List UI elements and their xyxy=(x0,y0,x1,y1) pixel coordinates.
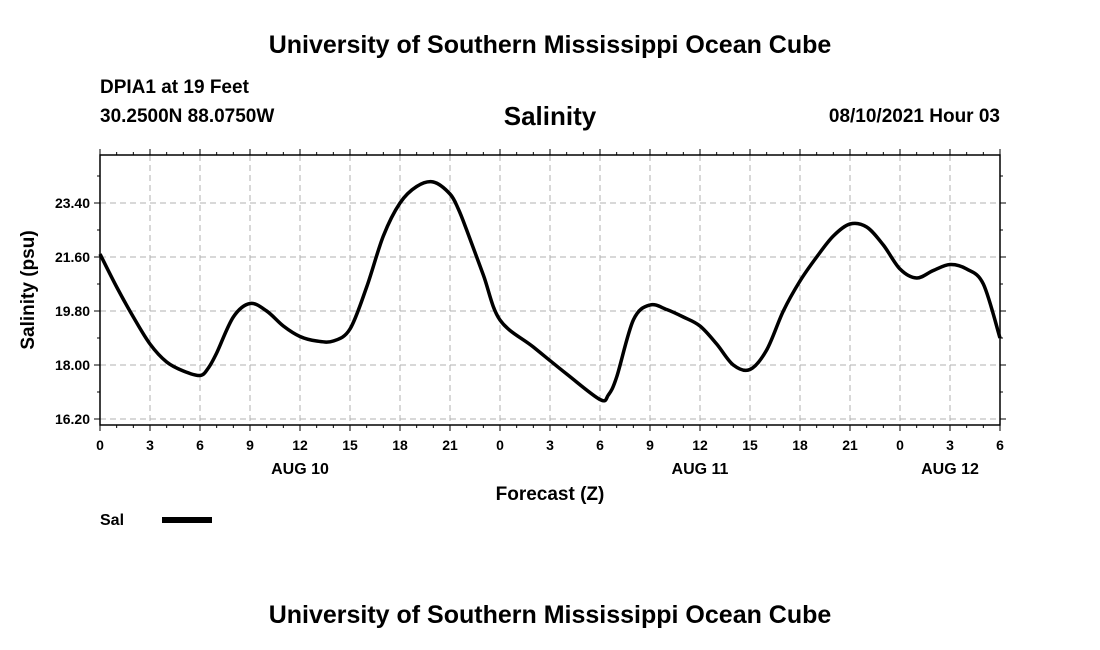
x-tick-label: 3 xyxy=(946,437,954,453)
y-tick-label: 23.40 xyxy=(55,195,90,211)
title-bottom: University of Southern Mississippi Ocean… xyxy=(268,601,832,629)
x-axis-label: Forecast (Z) xyxy=(496,484,605,505)
chart-title: Salinity xyxy=(503,101,597,131)
y-axis-label: Salinity (psu) xyxy=(18,230,39,349)
date-label: AUG 12 xyxy=(921,461,979,478)
x-tick-label: 6 xyxy=(196,437,204,453)
y-tick-label: 18.00 xyxy=(55,357,90,373)
datetime-label: 08/10/2021 Hour 03 xyxy=(828,106,1000,127)
y-tick-label: 21.60 xyxy=(55,249,90,265)
x-tick-label: 9 xyxy=(646,437,654,453)
date-labels: AUG 10 AUG 11 AUG 12 xyxy=(271,461,979,478)
x-tick-label: 3 xyxy=(546,437,554,453)
date-label: AUG 11 xyxy=(672,461,729,478)
date-label: AUG 10 xyxy=(271,461,329,478)
location-label: 30.2500N 88.0750W xyxy=(100,106,275,127)
legend-label: Sal xyxy=(100,512,124,529)
series-line-sal xyxy=(98,179,1002,403)
x-tick-label: 12 xyxy=(692,437,708,453)
x-tick-label: 15 xyxy=(342,437,358,453)
grid-lines xyxy=(100,155,1000,425)
series-lines xyxy=(98,179,1002,403)
x-axis-ticks: 0 3 6 9 12 15 18 21 0 3 6 9 12 15 18 21 0 3 6 xyxy=(96,149,1004,453)
x-tick-label: 6 xyxy=(596,437,604,453)
y-tick-label: 19.80 xyxy=(55,303,90,319)
x-tick-label: 18 xyxy=(792,437,808,453)
station-label: DPIA1 at 19 Feet xyxy=(100,77,249,98)
y-axis-ticks: 16.20 18.00 19.80 21.60 23.40 xyxy=(55,175,1006,427)
x-tick-label: 21 xyxy=(842,437,858,453)
x-tick-label: 15 xyxy=(742,437,758,453)
x-tick-label: 9 xyxy=(246,437,254,453)
x-tick-label: 6 xyxy=(996,437,1004,453)
x-tick-label: 0 xyxy=(496,437,504,453)
title-top: University of Southern Mississippi Ocean… xyxy=(268,31,832,59)
x-tick-label: 0 xyxy=(896,437,904,453)
x-tick-label: 0 xyxy=(96,437,104,453)
salinity-chart: 0 3 6 9 12 15 18 21 0 3 6 9 12 15 18 21 0 3 6 16.20 18.00 19… xyxy=(18,149,1006,529)
y-tick-label: 16.20 xyxy=(55,411,90,427)
x-tick-label: 18 xyxy=(392,437,408,453)
x-tick-label: 12 xyxy=(292,437,308,453)
x-tick-label: 3 xyxy=(146,437,154,453)
x-tick-label: 21 xyxy=(442,437,458,453)
